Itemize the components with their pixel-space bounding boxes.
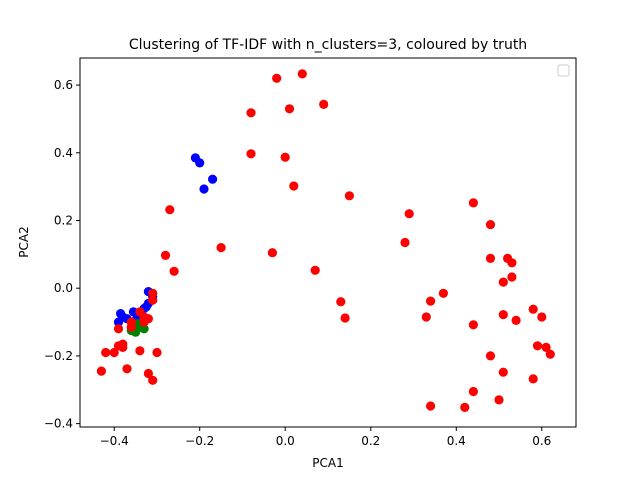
- data-point: [152, 347, 162, 358]
- data-point: [528, 304, 538, 314]
- data-point: [404, 209, 414, 219]
- data-point: [208, 174, 218, 184]
- data-point: [113, 324, 124, 334]
- data-point: [96, 366, 106, 376]
- data-point: [148, 295, 158, 305]
- data-point: [272, 73, 282, 83]
- x-tick-label: 0.2: [361, 434, 380, 448]
- data-point: [126, 322, 136, 332]
- y-tick-label: 0.4: [54, 146, 73, 160]
- data-point: [139, 312, 149, 322]
- data-point: [101, 347, 111, 358]
- points-layer: [96, 69, 555, 412]
- data-point: [165, 205, 175, 215]
- y-tick-label: −0.4: [44, 417, 73, 431]
- data-point: [122, 364, 132, 374]
- data-point: [468, 198, 478, 208]
- data-point: [426, 296, 436, 306]
- data-point: [160, 250, 171, 260]
- y-tick-label: 0.2: [54, 213, 73, 227]
- data-point: [498, 310, 508, 320]
- x-tick-label: −0.2: [185, 434, 214, 448]
- chart-title: Clustering of TF-IDF with n_clusters=3, …: [129, 37, 527, 53]
- data-point: [148, 288, 158, 298]
- data-point: [246, 149, 256, 159]
- data-point: [113, 317, 124, 327]
- data-point: [139, 324, 149, 334]
- data-point: [400, 237, 410, 248]
- data-point: [128, 307, 138, 317]
- data-point: [143, 368, 153, 379]
- data-point: [267, 248, 277, 258]
- y-axis-ticks: −0.4 −0.2 0.0 0.2 0.4 0.6: [44, 78, 80, 431]
- data-point: [468, 320, 478, 330]
- data-point: [344, 191, 354, 201]
- data-point: [460, 402, 470, 412]
- data-point: [507, 272, 517, 282]
- y-tick-label: −0.2: [44, 349, 73, 363]
- data-point: [537, 312, 547, 322]
- data-point: [485, 220, 496, 230]
- plot-frame: [79, 57, 577, 428]
- x-tick-label: 0.0: [276, 434, 295, 448]
- data-point: [246, 108, 256, 118]
- data-point: [545, 349, 555, 359]
- data-point: [532, 341, 543, 351]
- y-tick-label: 0.0: [54, 281, 73, 295]
- x-tick-label: 0.6: [532, 434, 551, 448]
- data-point: [216, 243, 226, 253]
- data-point: [507, 258, 517, 268]
- data-point: [109, 347, 119, 358]
- data-point: [195, 158, 205, 168]
- data-point: [485, 253, 496, 263]
- data-point: [498, 367, 508, 377]
- data-point: [421, 312, 431, 322]
- x-tick-label: 0.4: [447, 434, 466, 448]
- data-point: [541, 342, 551, 352]
- data-point: [113, 341, 124, 351]
- data-point: [336, 297, 346, 307]
- data-point: [498, 277, 508, 287]
- data-point: [438, 288, 448, 298]
- data-point: [280, 152, 290, 162]
- data-point: [284, 104, 295, 114]
- data-point: [199, 184, 209, 194]
- data-point: [426, 401, 436, 411]
- data-point: [511, 315, 521, 325]
- x-axis-label: PCA1: [312, 456, 343, 470]
- data-point: [319, 99, 329, 109]
- x-axis-ticks: −0.4 −0.2 0.0 0.2 0.4 0.6: [100, 427, 551, 448]
- data-point: [135, 346, 145, 356]
- data-point: [494, 395, 504, 405]
- legend-box: [557, 64, 570, 77]
- data-point: [289, 181, 299, 191]
- y-tick-label: 0.6: [54, 78, 73, 92]
- data-point: [340, 313, 350, 323]
- data-point: [310, 265, 320, 275]
- data-point: [141, 302, 151, 312]
- data-point: [169, 266, 179, 276]
- data-point: [148, 375, 158, 385]
- data-point: [297, 69, 307, 79]
- data-point: [485, 351, 496, 361]
- y-axis-label: PCA2: [17, 226, 31, 257]
- x-tick-label: −0.4: [100, 434, 129, 448]
- data-point: [528, 374, 538, 384]
- data-point: [468, 386, 478, 397]
